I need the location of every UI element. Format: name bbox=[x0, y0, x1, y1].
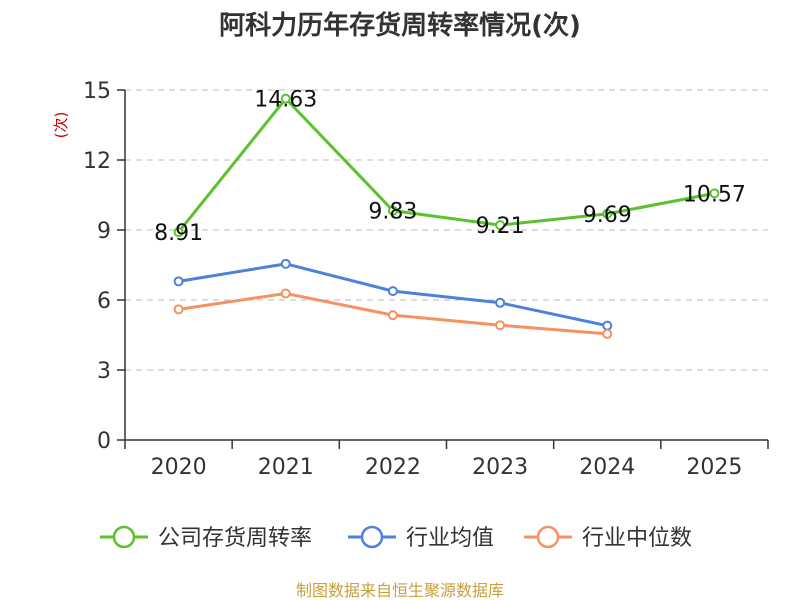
x-tick-label-2021: 2021 bbox=[258, 455, 314, 480]
series-0-point-2 bbox=[387, 205, 398, 216]
x-tick-label-2022: 2022 bbox=[365, 455, 421, 480]
data-label-3: 9.21 bbox=[476, 214, 525, 239]
legend-label-2: 行业中位数 bbox=[582, 526, 692, 551]
x-tick-label-2025: 2025 bbox=[686, 455, 742, 480]
data-label-1: 14.63 bbox=[254, 88, 317, 113]
series-0-point-4 bbox=[602, 208, 613, 219]
y-tick-label-9: 9 bbox=[97, 219, 111, 244]
series-2-point-0 bbox=[173, 304, 184, 315]
series-line-0 bbox=[177, 97, 715, 234]
x-tick-label-2020: 2020 bbox=[151, 455, 207, 480]
legend-marker-0 bbox=[112, 525, 136, 549]
legend-label-1: 行业均值 bbox=[406, 526, 494, 551]
series-group bbox=[173, 93, 720, 339]
axes bbox=[117, 89, 769, 449]
series-2-point-1 bbox=[280, 288, 291, 299]
data-label-0: 8.91 bbox=[154, 221, 203, 246]
y-axis-label: (次) bbox=[52, 112, 70, 139]
grid-lines bbox=[125, 89, 768, 371]
data-label-2: 9.83 bbox=[368, 200, 417, 225]
series-2-point-2 bbox=[387, 310, 398, 321]
legend: 公司存货周转率 行业均值 行业中位数 bbox=[100, 525, 692, 551]
y-tick-labels: 0 3 6 9 12 15 bbox=[83, 79, 111, 454]
legend-marker-1 bbox=[360, 525, 384, 549]
series-1-point-3 bbox=[495, 297, 506, 308]
legend-label-0: 公司存货周转率 bbox=[158, 526, 312, 551]
y-tick-label-15: 15 bbox=[83, 79, 111, 104]
legend-marker-2 bbox=[536, 525, 560, 549]
y-tick-label-6: 6 bbox=[97, 289, 111, 314]
data-labels: 8.91 14.63 9.83 9.21 9.69 10.57 bbox=[154, 88, 746, 246]
series-1-point-4 bbox=[602, 320, 613, 331]
series-0-point-5 bbox=[709, 188, 720, 199]
series-1-point-1 bbox=[280, 258, 291, 269]
source-note: 制图数据来自恒生聚源数据库 bbox=[296, 581, 504, 600]
series-0-point-0 bbox=[173, 227, 184, 238]
x-tick-labels: 2020 2021 2022 2023 2024 2025 bbox=[151, 455, 743, 480]
series-1-point-0 bbox=[173, 276, 184, 287]
x-tick-label-2023: 2023 bbox=[472, 455, 528, 480]
series-2-point-4 bbox=[602, 328, 613, 339]
series-0-point-1 bbox=[280, 93, 291, 104]
data-label-5: 10.57 bbox=[683, 182, 746, 207]
data-label-4: 9.69 bbox=[583, 203, 632, 228]
series-2-point-3 bbox=[495, 320, 506, 331]
chart-title: 阿科力历年存货周转率情况(次) bbox=[219, 10, 581, 41]
x-tick-label-2024: 2024 bbox=[579, 455, 635, 480]
series-0-point-3 bbox=[495, 220, 506, 231]
y-tick-label-0: 0 bbox=[97, 429, 111, 454]
series-1-point-2 bbox=[387, 286, 398, 297]
y-tick-label-3: 3 bbox=[97, 359, 111, 384]
y-tick-label-12: 12 bbox=[83, 149, 111, 174]
